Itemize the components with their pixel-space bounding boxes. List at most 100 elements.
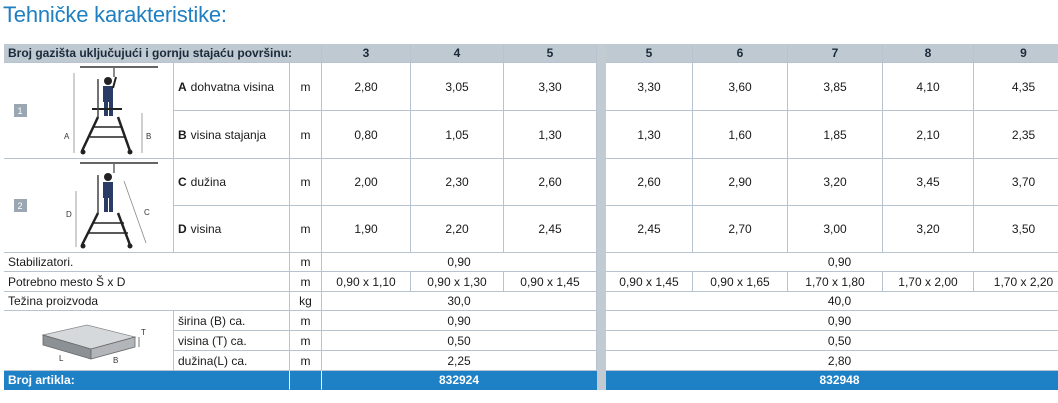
cell: 0,50 [606,331,1058,351]
header-col: 7 [788,44,883,63]
badge: 2 [13,199,27,212]
unit: m [290,253,322,272]
cell: 1,30 [606,111,693,159]
cell: 2,70 [693,206,788,253]
cell: 0,90 x 1,65 [693,272,788,292]
cell: 2,30 [411,159,504,206]
unit: m [290,272,322,292]
header-col: 5 [606,44,693,63]
cell: 3,05 [411,63,504,111]
cell: 3,20 [883,206,974,253]
unit: m [290,63,322,111]
cell: 4,35 [974,63,1058,111]
cell: 0,90 [322,311,597,331]
cell: 0,90 x 1,30 [411,272,504,292]
article-unit-blank [290,371,322,390]
cell: 0,90 x 1,10 [322,272,411,292]
diagram-letter: A [64,132,70,141]
cell: 3,60 [693,63,788,111]
package-box-icon: T L B [40,324,146,365]
diagram-letter: B [113,356,118,365]
cell: 3,50 [974,206,1058,253]
cell: 2,25 [322,351,597,371]
cell: 3,00 [788,206,883,253]
cell: 2,80 [322,63,411,111]
spec-table: Broj gazišta uključujući i gornju stajać… [4,44,1058,400]
cell: 0,90 [606,253,1058,272]
cell: 2,20 [411,206,504,253]
unit: m [290,311,322,331]
header-col: 6 [693,44,788,63]
diagram-letter: L [59,354,64,363]
diagram-letter: T [141,328,146,337]
cell: 2,80 [606,351,1058,371]
cell: 3,30 [606,63,693,111]
section-badge-2: 2 [4,159,36,253]
ladder-illustration-icon: D C [66,161,158,248]
ladder-illustration-icon: A B [64,65,158,154]
cell: 1,70 x 1,80 [788,272,883,292]
cell: 0,80 [322,111,411,159]
cell: 2,00 [322,159,411,206]
cell: 1,85 [788,111,883,159]
header-col: 3 [322,44,411,63]
row-label-height: visina (T) ca. [174,331,290,351]
diagram-letter: B [146,132,151,141]
article-label: Broj artikla: [4,371,290,390]
article-number: 832924 [322,371,597,390]
cell: 0,50 [322,331,597,351]
header-col: 4 [411,44,504,63]
badge: 1 [13,104,27,117]
unit: m [290,331,322,351]
ladder-diagram-2: D C [36,159,174,253]
cell: 2,45 [504,206,597,253]
cell: 1,70 x 2,20 [974,272,1058,292]
package-diagram: T L B [4,311,174,371]
cell: 2,45 [606,206,693,253]
article-number: 832948 [606,371,1058,390]
cell: 2,90 [693,159,788,206]
unit: m [290,111,322,159]
unit: kg [290,292,322,311]
header-col: 5 [504,44,597,63]
row-label-length: dužina(L) ca. [174,351,290,371]
unit: m [290,351,322,371]
cell: 0,90 x 1,45 [606,272,693,292]
cell: 2,60 [504,159,597,206]
row-label-weight: Težina proizvoda [4,292,290,311]
header-col: 8 [883,44,974,63]
cell: 0,90 [606,311,1058,331]
row-label-stabilizers: Stabilizatori. [4,253,290,272]
header-label: Broj gazišta uključujući i gornju stajać… [4,44,322,63]
cell: 4,10 [883,63,974,111]
cell: 2,35 [974,111,1058,159]
cell: 3,20 [788,159,883,206]
cell: 1,90 [322,206,411,253]
unit: m [290,206,322,253]
cell: 3,70 [974,159,1058,206]
cell: 1,70 x 2,00 [883,272,974,292]
cell: 1,60 [693,111,788,159]
row-label-space: Potrebno mesto Š x D [4,272,290,292]
cell: 40,0 [606,292,1058,311]
cell: 0,90 x 1,45 [504,272,597,292]
header-col: 9 [974,44,1058,63]
cell: 3,45 [883,159,974,206]
page-title: Tehničke karakteristike: [3,2,227,27]
cell: 2,10 [883,111,974,159]
cell: 2,60 [606,159,693,206]
cell: 0,90 [322,253,597,272]
cell: 30,0 [322,292,597,311]
cell: 1,05 [411,111,504,159]
unit: m [290,159,322,206]
diagram-letter: C [144,208,150,217]
diagram-letter: D [66,210,72,219]
cell: 3,85 [788,63,883,111]
column-divider [597,44,606,390]
section-badge-1: 1 [4,63,36,159]
cell: 3,30 [504,63,597,111]
